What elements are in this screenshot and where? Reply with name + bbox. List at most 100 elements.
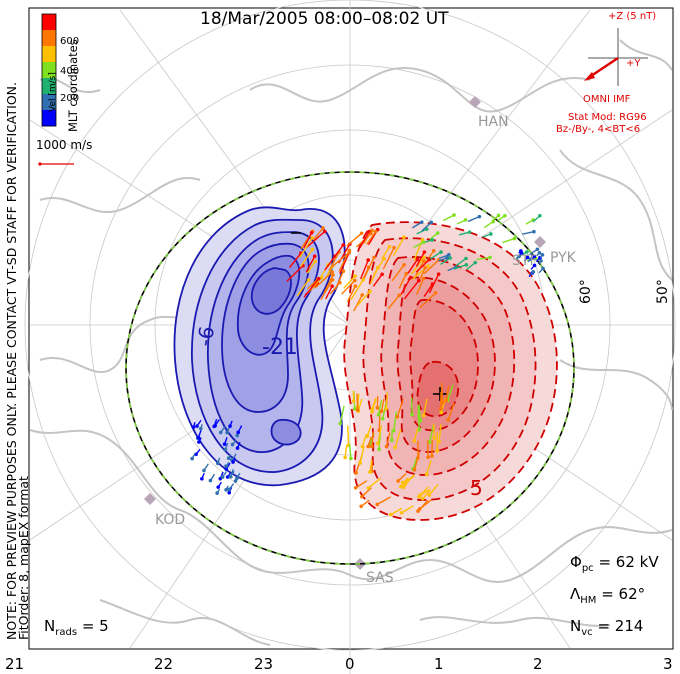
velocity-vector (343, 275, 356, 289)
coords-label: MLT coordinates (66, 39, 80, 132)
vector-origin (496, 213, 501, 218)
velocity-vector (359, 231, 370, 249)
vector-origin (218, 430, 223, 435)
vector-origin (535, 247, 540, 252)
vector-origin (384, 406, 388, 411)
velocity-vector (357, 290, 371, 306)
vector-origin (439, 250, 443, 254)
vector-origin (391, 428, 396, 433)
vector-origin (420, 496, 425, 501)
velocity-vector (371, 399, 377, 412)
velocity-vector (286, 265, 304, 282)
map-title: 18/Mar/2005 08:00–08:02 UT (200, 9, 449, 29)
velocity-vector (483, 220, 494, 229)
colorbar-segment (42, 78, 56, 95)
vector-origin (538, 213, 542, 218)
vector-origin (467, 230, 472, 234)
vector-origin (463, 218, 468, 222)
velocity-vector (467, 215, 480, 223)
vector-origin (208, 478, 213, 483)
velocity-vector (455, 257, 467, 267)
vector-origin (445, 256, 449, 260)
vector-origin (379, 409, 384, 413)
vector-origin (404, 271, 409, 276)
vector-origin (525, 250, 529, 254)
velocity-vector (416, 228, 428, 235)
velocity-vector (418, 404, 422, 421)
vector-origin (396, 479, 400, 483)
vector-origin (417, 427, 422, 432)
velocity-vector (423, 283, 434, 297)
vector-origin (540, 253, 545, 257)
vector-origin (310, 236, 314, 240)
vector-origin (375, 406, 380, 410)
stat-n-rads: Nrads = 5 (44, 617, 109, 638)
vector-origin (412, 438, 417, 443)
vector-origin (200, 476, 204, 481)
vector-origin (525, 255, 530, 260)
mlt-tick-1: 1 (434, 655, 444, 673)
vector-origin (489, 232, 493, 236)
colorbar-unit: Vel [m/s] (48, 72, 58, 112)
velocity-vector (447, 384, 454, 401)
vector-origin (358, 461, 362, 465)
vector-origin (354, 471, 358, 475)
velocity-vector (334, 270, 345, 290)
velocity-vector (415, 278, 425, 296)
stat-lambda-hm: ΛHM = 62° (570, 585, 646, 606)
vector-origin (235, 433, 239, 438)
vector-origin (195, 424, 199, 428)
velocity-vector (346, 232, 363, 247)
vector-origin (464, 256, 468, 261)
vector-origin (532, 229, 536, 234)
vector-origin (430, 454, 434, 458)
velocity-vector (387, 294, 400, 310)
vector-origin (215, 491, 219, 495)
vector-origin (435, 449, 440, 453)
vector-origin (541, 266, 545, 271)
velocity-vector (425, 460, 432, 475)
vector-origin (425, 227, 429, 231)
vector-origin (402, 263, 406, 267)
vector-origin (429, 220, 434, 225)
velocity-vector (401, 505, 414, 514)
vector-origin (415, 257, 420, 262)
velocity-vector (377, 399, 383, 415)
velocity-vector (412, 457, 418, 470)
velocity-vector (359, 446, 365, 464)
vector-origin (438, 406, 443, 411)
vector-origin (531, 270, 536, 274)
vector-origin (392, 245, 396, 250)
velocity-vector (442, 214, 455, 222)
velocity-vector (413, 428, 419, 441)
vector-origin (421, 259, 426, 263)
colorbar-segment (42, 46, 56, 63)
velocity-vector (417, 499, 429, 512)
vector-origin (370, 228, 374, 233)
imf-condition: Bz-/By-, 4<BT<6 (556, 124, 641, 135)
vector-origin (437, 439, 441, 444)
vector-origin (519, 249, 523, 253)
velocity-vector (361, 487, 372, 498)
mlt-tick-21: 21 (5, 655, 25, 673)
velocity-vector (355, 480, 368, 489)
vector-origin (370, 444, 374, 449)
velocity-vector (421, 221, 432, 232)
velocity-vector (393, 411, 398, 431)
maximum-marker (433, 387, 447, 401)
vector-origin (376, 412, 381, 417)
velocity-vector (429, 251, 442, 260)
heppner-maynard-boundary (125, 171, 575, 565)
vector-origin (338, 421, 343, 426)
mlt-tick-0: 0 (345, 655, 355, 673)
velocity-vector (502, 237, 515, 244)
vector-origin (223, 447, 228, 452)
vector-origin (310, 247, 315, 252)
imf-y-label: +Y (626, 58, 641, 69)
vector-origin (359, 231, 364, 236)
vector-origin (417, 494, 421, 499)
mlt-tick-3: 3 (663, 655, 673, 673)
station-stf: STF (512, 253, 538, 269)
velocity-vector (428, 424, 435, 443)
vector-origin (408, 275, 413, 280)
